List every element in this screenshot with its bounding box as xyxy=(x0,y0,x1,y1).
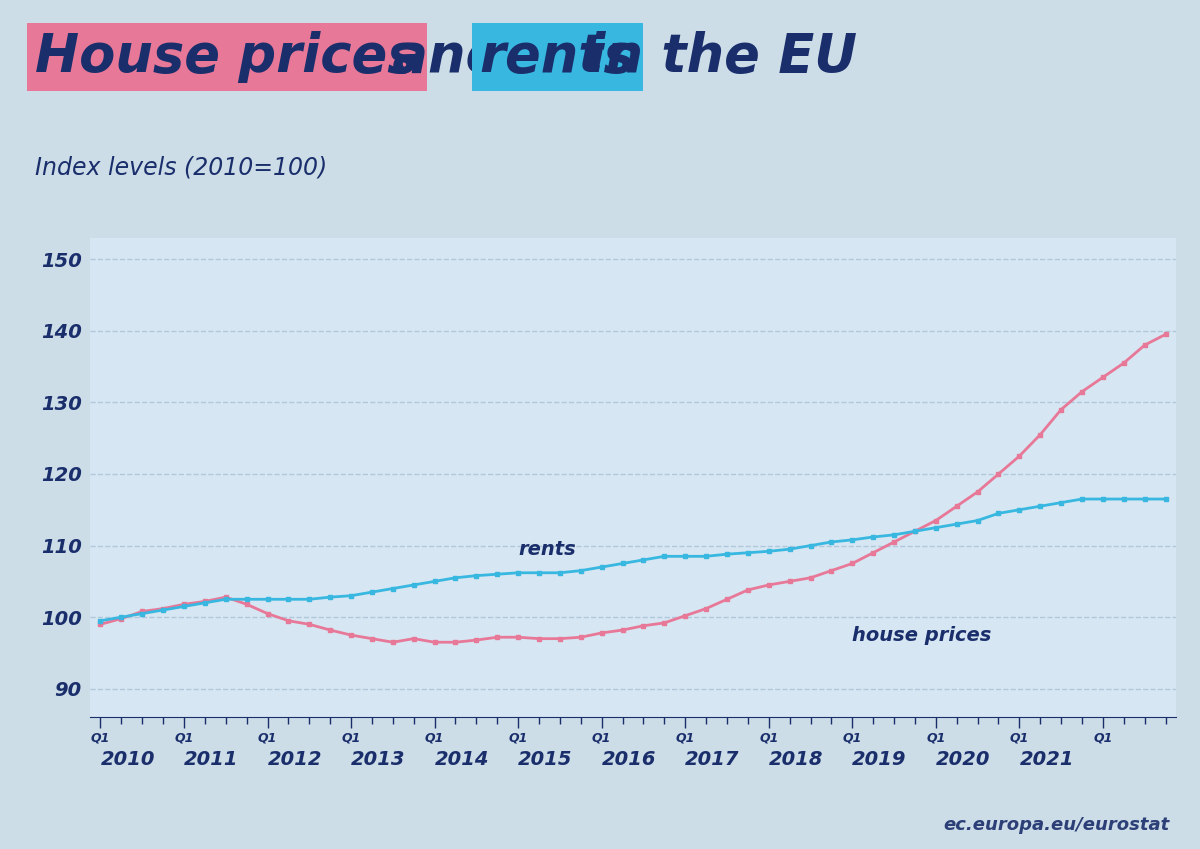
Text: Index levels (2010=100): Index levels (2010=100) xyxy=(35,155,328,179)
Text: 2019: 2019 xyxy=(852,750,907,768)
Text: 2013: 2013 xyxy=(352,750,406,768)
Text: 2016: 2016 xyxy=(601,750,656,768)
Text: House prices: House prices xyxy=(35,31,419,83)
Text: 2020: 2020 xyxy=(936,750,990,768)
Text: 2015: 2015 xyxy=(518,750,572,768)
Text: ec.europa.eu/eurostat: ec.europa.eu/eurostat xyxy=(943,816,1170,834)
Text: 2012: 2012 xyxy=(268,750,322,768)
Text: in the EU: in the EU xyxy=(570,31,858,83)
Text: 2011: 2011 xyxy=(184,750,239,768)
Text: 2021: 2021 xyxy=(1019,750,1074,768)
Text: 2010: 2010 xyxy=(101,750,155,768)
Text: 2017: 2017 xyxy=(685,750,739,768)
Text: and: and xyxy=(374,31,522,83)
Text: 2018: 2018 xyxy=(769,750,823,768)
Text: rents: rents xyxy=(518,540,576,559)
Text: house prices: house prices xyxy=(852,626,991,644)
Text: rents: rents xyxy=(480,31,636,83)
Text: 2014: 2014 xyxy=(434,750,490,768)
